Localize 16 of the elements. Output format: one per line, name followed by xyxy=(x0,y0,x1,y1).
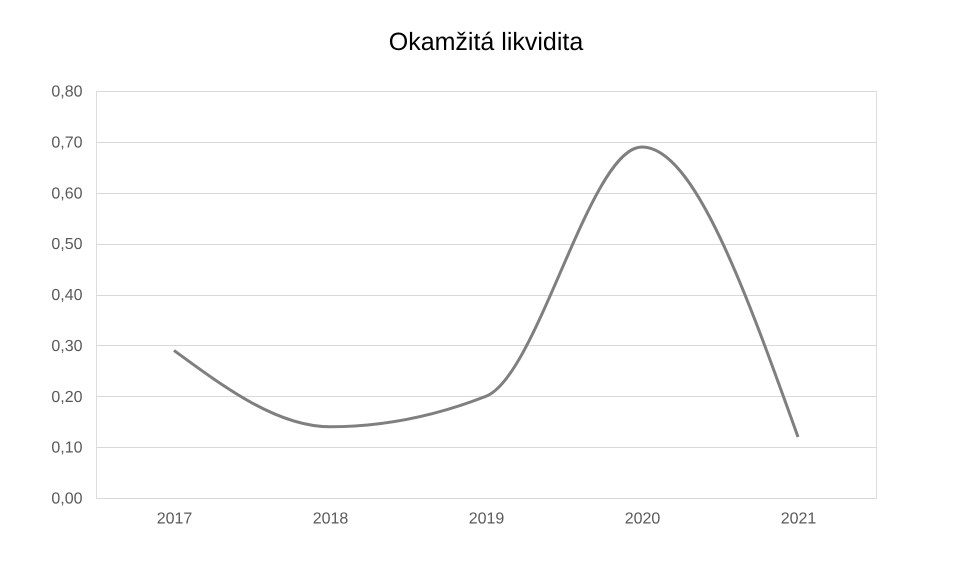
y-tick-label: 0,40 xyxy=(51,287,83,304)
x-tick-label: 2018 xyxy=(312,510,348,528)
y-tick-label: 0,30 xyxy=(51,338,83,355)
y-tick-label: 0,10 xyxy=(51,440,83,457)
y-tick-label: 0,70 xyxy=(51,134,83,152)
x-tick-label: 2019 xyxy=(468,510,504,528)
y-tick-label: 0,60 xyxy=(51,185,83,202)
x-tick-label: 2020 xyxy=(624,510,660,528)
x-tick-label: 2021 xyxy=(780,510,816,528)
y-tick-label: 0,00 xyxy=(51,490,83,508)
y-tick-label: 0,50 xyxy=(51,236,83,254)
y-tick-label: 0,20 xyxy=(51,388,83,406)
line-series xyxy=(172,145,800,438)
y-tick-label: 0,80 xyxy=(51,84,83,100)
chart-title: Okamžitá likvidita xyxy=(388,28,584,56)
x-tick-label: 2017 xyxy=(156,510,192,528)
